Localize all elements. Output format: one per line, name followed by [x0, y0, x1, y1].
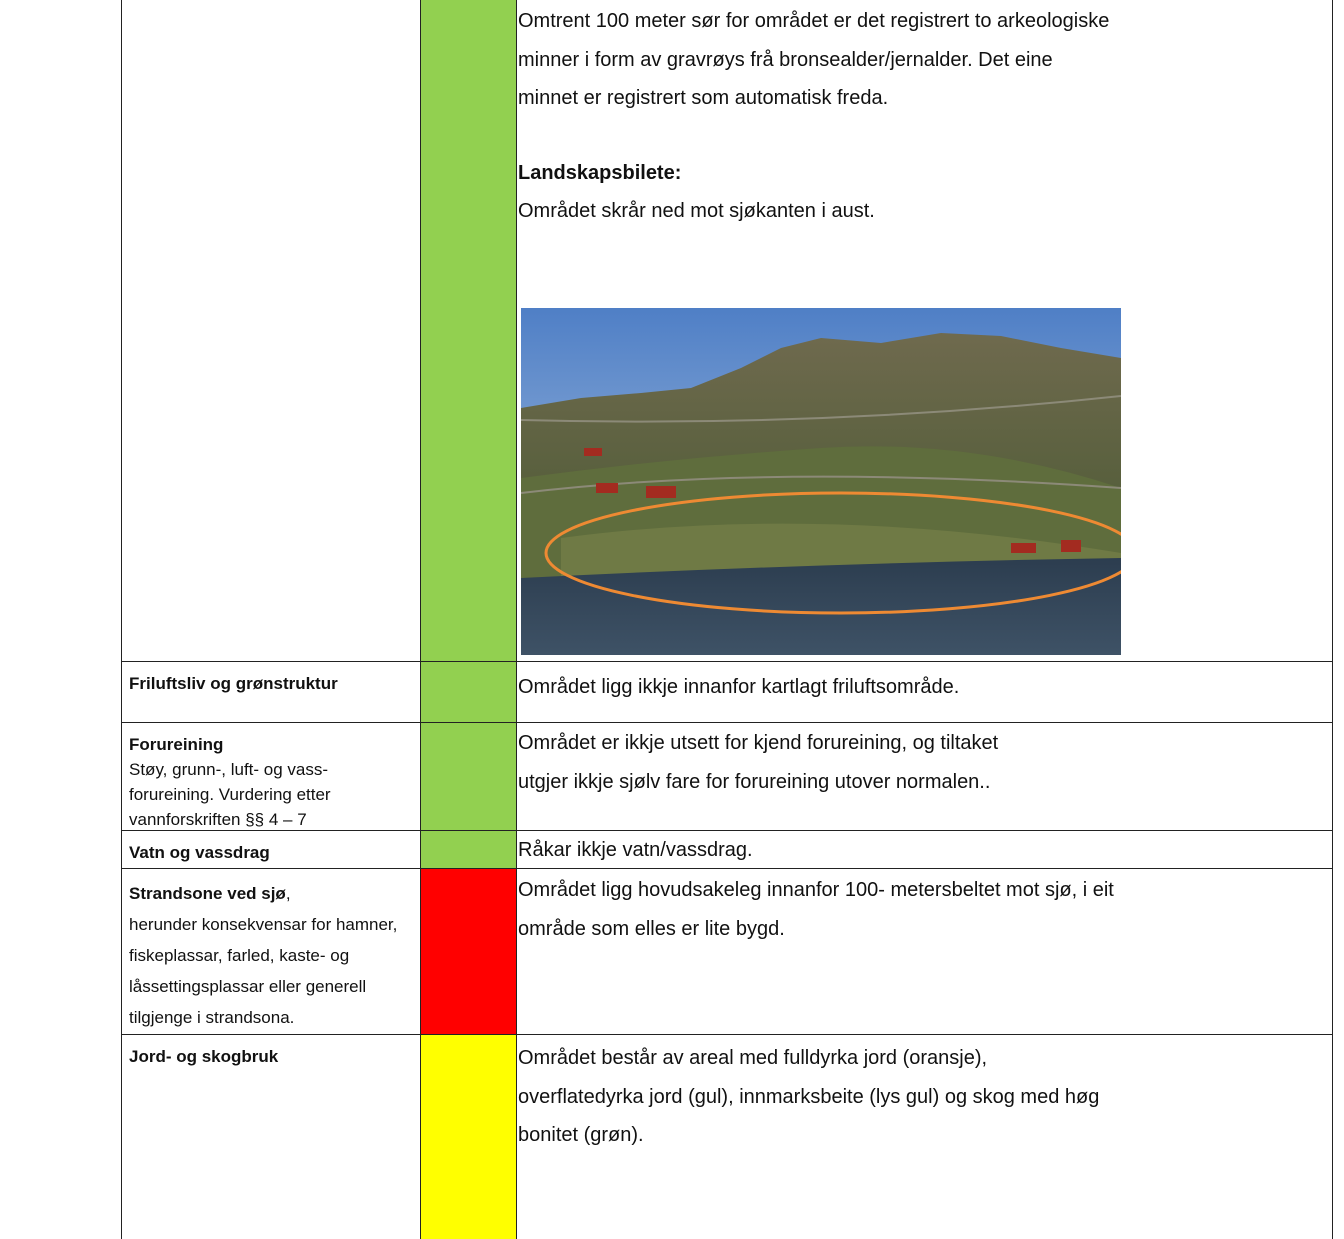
- text-line: Området består av areal med fulldyrka jo…: [518, 1047, 988, 1069]
- text-line: overflatedyrka jord (gul), innmarksbeite…: [518, 1085, 1100, 1108]
- table-row: Jord- og skogbruk Området består av areal…: [121, 1034, 1333, 1239]
- topic-detail: tilgjenge i strandsona.: [129, 1008, 295, 1027]
- topic-detail: låssettingsplassar eller generell: [129, 977, 367, 996]
- text-line: Omtrent 100 meter sør for området er det…: [518, 10, 1110, 32]
- topic: Friluftsliv og grønstruktur: [129, 671, 420, 696]
- status-cell: [421, 831, 517, 868]
- topic-detail: herunder konsekvensar for hamner,: [129, 915, 398, 934]
- landscape-photo: [520, 307, 1138, 655]
- text-line: Råkar ikkje vatn/vassdrag.: [518, 839, 753, 861]
- topic: Strandsone ved sjø,: [129, 878, 420, 909]
- table-row: Forureining Støy, grunn-, luft- og vass-f…: [121, 722, 1333, 830]
- topic-title: Strandsone ved sjø: [129, 884, 286, 903]
- section-heading: Landskapsbilete:: [518, 161, 682, 184]
- topic-detail: Støy, grunn-, luft- og vass-: [129, 760, 329, 779]
- text-line: Området ligg hovudsakeleg innanfor 100- …: [518, 879, 1114, 901]
- status-cell: [421, 869, 517, 1034]
- topic: Forureining: [129, 732, 420, 757]
- description-cell: Området består av areal med fulldyrka jo…: [517, 1035, 1333, 1239]
- description-cell: Området ligg ikkje innanfor kartlagt fri…: [517, 662, 1333, 722]
- text-line: Området er ikkje utsett for kjend forure…: [518, 732, 999, 754]
- topic-title: Vatn og vassdrag: [129, 843, 270, 862]
- text-line: Området ligg ikkje innanfor kartlagt fri…: [518, 676, 960, 698]
- description-cell: Området er ikkje utsett for kjend forure…: [517, 723, 1333, 830]
- status-cell: [421, 0, 517, 661]
- text-line: område som elles er lite bygd.: [518, 917, 785, 940]
- topic: Vatn og vassdrag: [129, 840, 420, 865]
- topic: Jord- og skogbruk: [129, 1044, 420, 1069]
- text-line: bonitet (grøn).: [518, 1124, 644, 1146]
- topic-cell: [121, 0, 421, 661]
- description-cell: Området ligg hovudsakeleg innanfor 100- …: [517, 869, 1333, 1034]
- topic-cell: Jord- og skogbruk: [121, 1035, 421, 1239]
- table-row: Friluftsliv og grønstruktur Området ligg …: [121, 661, 1333, 722]
- status-cell: [421, 723, 517, 830]
- table-row: Strandsone ved sjø, herunder konsekvensar…: [121, 868, 1333, 1034]
- text-line: Området skrår ned mot sjøkanten i aust.: [518, 200, 875, 222]
- text-line: minnet er registrert som automatisk fred…: [518, 87, 889, 109]
- topic-cell: Friluftsliv og grønstruktur: [121, 662, 421, 722]
- text-line: minner i form av gravrøys frå bronsealde…: [518, 48, 1053, 71]
- topic-detail: fiskeplassar, farled, kaste- og: [129, 946, 350, 965]
- document-table: Omtrent 100 meter sør for området er det…: [121, 0, 1333, 1239]
- topic-title: Forureining: [129, 735, 224, 754]
- status-cell: [421, 662, 517, 722]
- description-cell: Råkar ikkje vatn/vassdrag.: [517, 831, 1333, 868]
- topic-cell: Vatn og vassdrag: [121, 831, 421, 868]
- topic-suffix: ,: [285, 884, 291, 903]
- topic-detail: vannforskriften §§ 4 – 7: [129, 810, 307, 829]
- text-line: utgjer ikkje sjølv fare for forureining …: [518, 770, 991, 793]
- topic-cell: Forureining Støy, grunn-, luft- og vass-f…: [121, 723, 421, 830]
- table-row: Omtrent 100 meter sør for området er det…: [121, 0, 1333, 661]
- table-row: Vatn og vassdrag Råkar ikkje vatn/vassdra…: [121, 830, 1333, 868]
- topic-title: Friluftsliv og grønstruktur: [129, 674, 338, 693]
- topic-cell: Strandsone ved sjø, herunder konsekvensar…: [121, 869, 421, 1034]
- status-cell: [421, 1035, 517, 1239]
- topic-title: Jord- og skogbruk: [129, 1047, 279, 1066]
- description-cell: Omtrent 100 meter sør for området er det…: [517, 0, 1333, 661]
- topic-detail: forureining. Vurdering etter: [129, 785, 331, 804]
